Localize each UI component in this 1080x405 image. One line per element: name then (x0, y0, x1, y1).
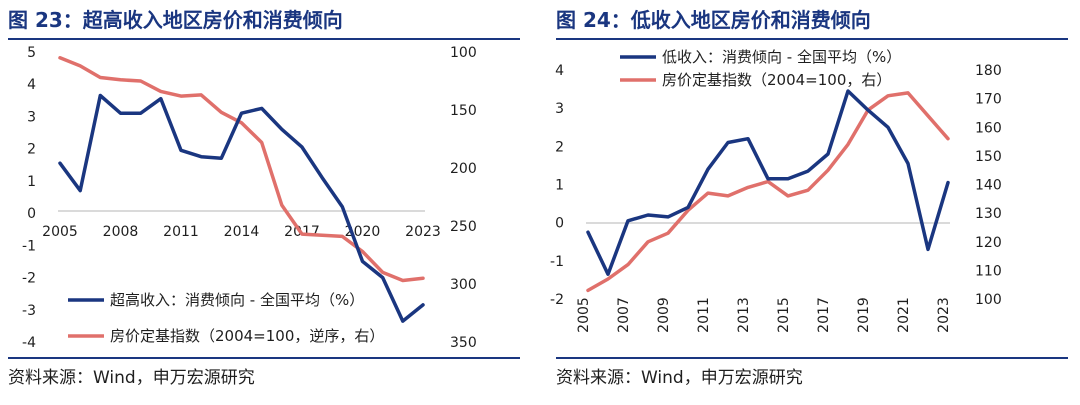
series-line-consumption-propensity (58, 93, 425, 323)
left-axis-tick-label: 3 (27, 109, 36, 125)
left-axis-tick-label: -2 (22, 271, 36, 287)
x-axis-tick-label: 2008 (103, 224, 139, 240)
left-axis-tick-label: -1 (550, 254, 564, 270)
left-axis-tick-label: 2 (27, 142, 36, 158)
x-axis-tick-label: 2007 (616, 297, 632, 333)
chart-panel-low-income: 图 24：低收入地区房价和消费倾向 -2 -1 0 1 2 3 4 100 110 120 130 1… (548, 0, 1080, 405)
x-axis-tick-label: 2023 (405, 224, 441, 240)
x-axis-tick-label: 2005 (576, 297, 592, 333)
x-axis-tick-label: 2019 (856, 297, 872, 333)
chart-panel-high-income: 图 23：超高收入地区房价和消费倾向 -4 -3 -2 -1 0 1 2 3 4 5 100 150 2… (0, 0, 532, 405)
title-divider (556, 38, 1068, 40)
left-axis-tick-label: 3 (555, 101, 564, 117)
left-axis-tick-label: -2 (550, 292, 564, 308)
legend-label: 房价定基指数（2004=100，逆序，右） (110, 327, 384, 345)
right-axis-tick-label: 350 (450, 335, 477, 351)
left-axis-tick-label: 1 (555, 178, 564, 194)
series-line-house-price-index (58, 56, 425, 283)
x-axis-tick-label: 2011 (163, 224, 199, 240)
right-axis-tick-label: 110 (975, 263, 1002, 279)
right-axis-tick-label: 200 (450, 161, 477, 177)
right-axis-tick-label: 140 (975, 178, 1002, 194)
left-axis-tick-label: 1 (27, 174, 36, 190)
right-axis-tick-label: 120 (975, 235, 1002, 251)
right-axis-tick-label: 170 (975, 92, 1002, 108)
x-axis-tick-label: 2023 (936, 297, 952, 333)
x-axis-tick-label: 2009 (656, 297, 672, 333)
left-axis-tick-label: -1 (22, 238, 36, 254)
chart-plot-low-income: -2 -1 0 1 2 3 4 100 110 120 130 140 150 160 170 180 2005… (550, 48, 1002, 333)
x-axis-tick-label: 2011 (696, 297, 712, 333)
legend-label: 低收入：消费倾向 - 全国平均（%） (662, 48, 901, 66)
left-axis-tick-label: 5 (27, 45, 36, 61)
x-axis-tick-label: 2017 (816, 297, 832, 333)
x-axis-tick-label: 2005 (42, 224, 78, 240)
left-axis-tick-label: 4 (555, 63, 564, 79)
right-axis-tick-label: 150 (450, 103, 477, 119)
right-axis-tick-label: 300 (450, 277, 477, 293)
series-line-house-price-index (586, 91, 950, 293)
left-axis-tick-label: 0 (27, 206, 36, 222)
legend-label: 房价定基指数（2004=100，右） (662, 71, 891, 89)
x-axis-tick-label: 2013 (736, 297, 752, 333)
x-axis-tick-label: 2021 (896, 297, 912, 333)
title-divider (8, 38, 520, 40)
right-axis-tick-label: 250 (450, 219, 477, 235)
source-divider (8, 357, 520, 359)
right-axis-tick-label: 150 (975, 149, 1002, 165)
series-line-consumption-propensity (586, 89, 950, 276)
x-axis-tick-label: 2015 (776, 297, 792, 333)
right-axis-tick-label: 130 (975, 206, 1002, 222)
right-axis-tick-label: 100 (450, 45, 477, 61)
chart-title: 图 24：低收入地区房价和消费倾向 (556, 8, 871, 32)
left-axis-tick-label: -3 (22, 303, 36, 319)
chart-title: 图 23：超高收入地区房价和消费倾向 (8, 8, 343, 32)
source-note: 资料来源：Wind，申万宏源研究 (556, 368, 803, 388)
legend-label: 超高收入：消费倾向 - 全国平均（%） (110, 291, 364, 309)
left-axis-tick-label: 4 (27, 77, 36, 93)
chart-plot-high-income: -4 -3 -2 -1 0 1 2 3 4 5 100 150 200 250 300 350 2005 2008… (22, 45, 477, 351)
left-axis-tick-label: -4 (22, 335, 36, 351)
left-axis-tick-label: 0 (555, 216, 564, 232)
source-note: 资料来源：Wind，申万宏源研究 (8, 368, 255, 388)
source-divider (556, 357, 1068, 359)
left-axis-tick-label: 2 (555, 139, 564, 155)
x-axis-tick-label: 2014 (224, 224, 260, 240)
right-axis-tick-label: 160 (975, 120, 1002, 136)
right-axis-tick-label: 100 (975, 292, 1002, 308)
right-axis-tick-label: 180 (975, 63, 1002, 79)
